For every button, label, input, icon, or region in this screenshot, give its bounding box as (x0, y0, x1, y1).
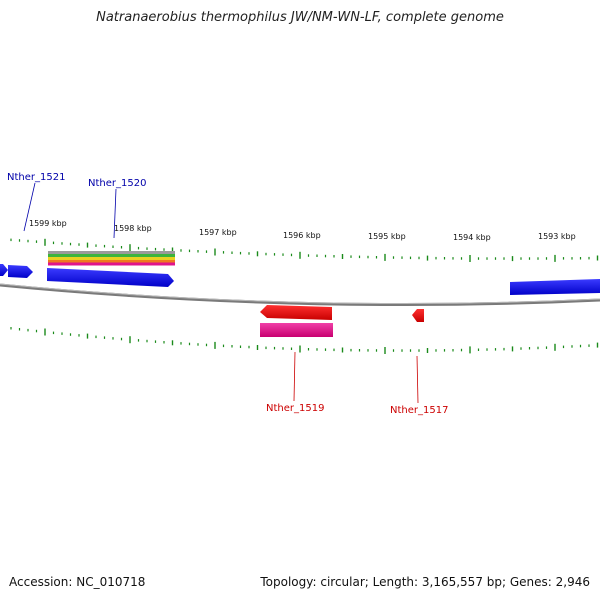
forward-strand-genes (0, 251, 600, 295)
feature-bar-orange[interactable] (48, 260, 175, 263)
gene-arrow-nther-1517[interactable] (412, 309, 424, 322)
kbp-label-1596: 1596 kbp (283, 231, 321, 240)
gene-arrow-nther-1521[interactable] (8, 265, 33, 278)
label-leader-lines (23, 182, 419, 404)
genome-summary-text: Topology: circular; Length: 3,165,557 bp… (260, 575, 590, 589)
kbp-label-1597: 1597 kbp (199, 228, 237, 237)
gene-arrow-nther-1520[interactable] (47, 268, 174, 287)
kbp-label-1598: 1598 kbp (114, 224, 152, 233)
lower-tick-row (10, 327, 599, 354)
feature-bar-yellow[interactable] (48, 257, 175, 260)
map-title: Natranaerobius thermophilus JW/NM-WN-LF,… (96, 10, 504, 25)
genome-backbone (0, 283, 600, 307)
gene-arrow-right-edge[interactable] (510, 279, 600, 295)
gene-label-nther-1521[interactable]: Nther_1521 (7, 172, 65, 183)
kbp-scale-labels: 1599 kbp 1598 kbp 1597 kbp 1596 kbp 1595… (29, 219, 576, 242)
gene-arrow-left-1[interactable] (0, 264, 8, 276)
gene-label-nther-1517[interactable]: Nther_1517 (390, 405, 448, 416)
gene-labels: Nther_1521 Nther_1520 Nther_1519 Nther_1… (7, 172, 448, 416)
feature-bar-nther-1519[interactable] (260, 323, 333, 337)
gene-label-nther-1519[interactable]: Nther_1519 (266, 403, 324, 414)
kbp-label-1599: 1599 kbp (29, 219, 67, 228)
gene-arrow-nther-1519[interactable] (260, 305, 332, 320)
gene-label-nther-1520[interactable]: Nther_1520 (88, 178, 146, 189)
kbp-label-1593: 1593 kbp (538, 232, 576, 241)
feature-bar-gray[interactable] (48, 251, 175, 254)
kbp-label-1594: 1594 kbp (453, 233, 491, 242)
feature-bar-magenta[interactable] (48, 262, 175, 266)
reverse-strand-genes (260, 305, 424, 337)
upper-tick-row (10, 238, 599, 262)
accession-text: Accession: NC_010718 (9, 575, 146, 589)
feature-bar-green[interactable] (48, 254, 175, 257)
genome-backbone-highlight (0, 283, 600, 305)
kbp-label-1595: 1595 kbp (368, 232, 406, 241)
